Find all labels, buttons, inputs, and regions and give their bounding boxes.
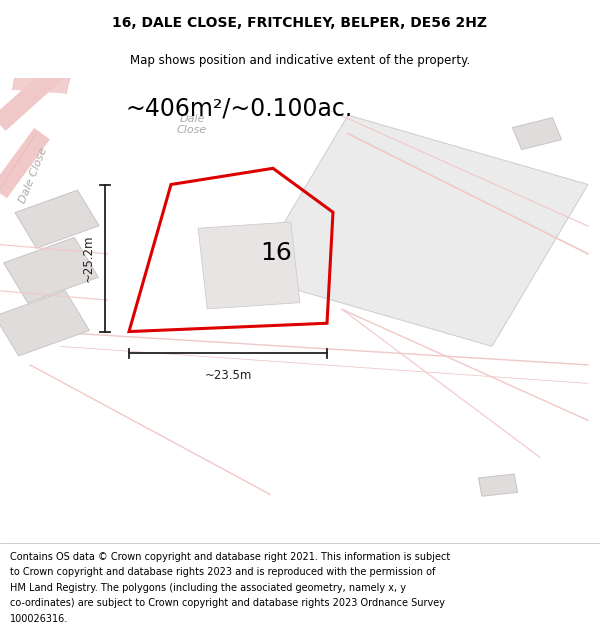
Text: 100026316.: 100026316. (10, 614, 68, 624)
Text: ~406m²/~0.100ac.: ~406m²/~0.100ac. (126, 96, 353, 120)
Text: co-ordinates) are subject to Crown copyright and database rights 2023 Ordnance S: co-ordinates) are subject to Crown copyr… (10, 598, 445, 608)
Polygon shape (4, 238, 98, 302)
Polygon shape (15, 190, 99, 248)
Text: 16, DALE CLOSE, FRITCHLEY, BELPER, DE56 2HZ: 16, DALE CLOSE, FRITCHLEY, BELPER, DE56 … (113, 16, 487, 31)
Text: ~25.2m: ~25.2m (82, 234, 95, 282)
Text: Map shows position and indicative extent of the property.: Map shows position and indicative extent… (130, 54, 470, 68)
Text: to Crown copyright and database rights 2023 and is reproduced with the permissio: to Crown copyright and database rights 2… (10, 568, 436, 578)
Text: HM Land Registry. The polygons (including the associated geometry, namely x, y: HM Land Registry. The polygons (includin… (10, 582, 406, 592)
Polygon shape (0, 291, 89, 356)
Text: Dale
Close: Dale Close (177, 114, 207, 135)
Polygon shape (13, 0, 288, 94)
Polygon shape (512, 118, 562, 149)
Text: ~23.5m: ~23.5m (205, 369, 251, 382)
Polygon shape (252, 115, 588, 346)
Text: 16: 16 (260, 241, 293, 265)
Polygon shape (198, 222, 300, 309)
Polygon shape (479, 474, 517, 496)
Text: Dale Close: Dale Close (17, 146, 49, 204)
Text: Contains OS data © Crown copyright and database right 2021. This information is : Contains OS data © Crown copyright and d… (10, 552, 451, 562)
